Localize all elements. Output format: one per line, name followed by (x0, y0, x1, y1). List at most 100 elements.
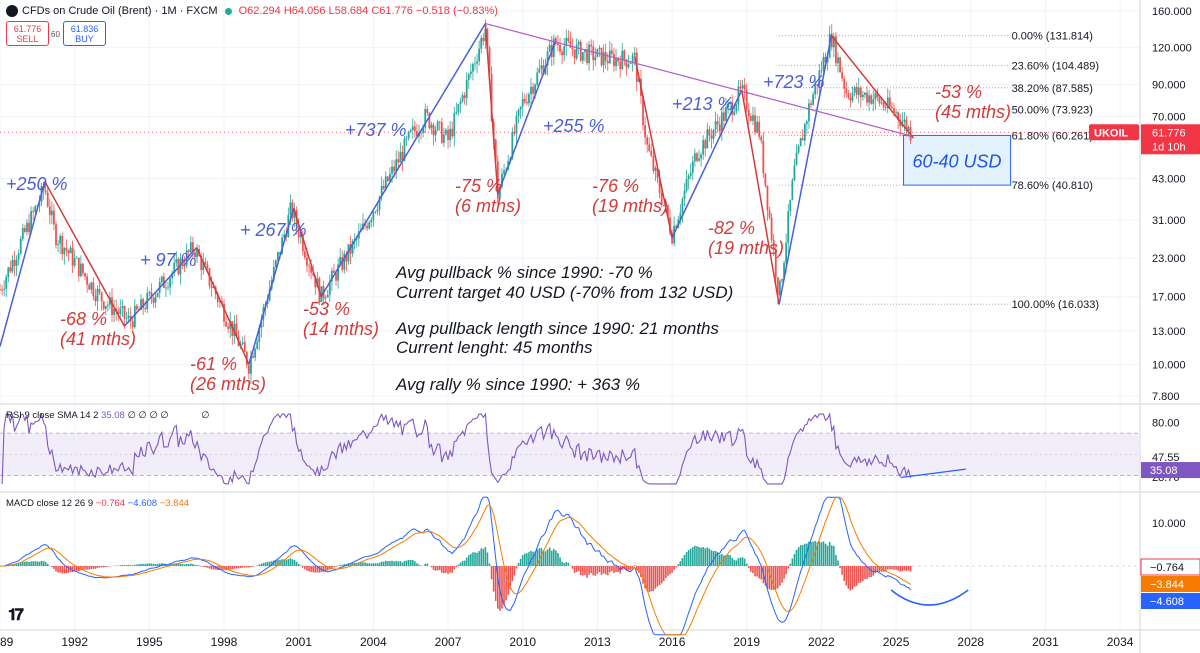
candle-body (152, 298, 155, 303)
macd-histogram-bar (760, 566, 763, 580)
macd-histogram-bar (335, 566, 337, 567)
macd-histogram-bar (546, 549, 549, 566)
candle-body (787, 211, 790, 243)
candle-body (503, 170, 505, 174)
macd-histogram-bar (150, 563, 153, 566)
candle-body (233, 323, 236, 336)
macd-histogram-bar (90, 566, 93, 569)
candle-body (762, 140, 765, 174)
candle-body (202, 261, 205, 271)
macd-histogram-bar (627, 566, 630, 571)
macd-histogram-bar (519, 558, 522, 566)
candle-body (3, 288, 6, 291)
candle-body (830, 33, 833, 48)
candle-body (378, 196, 381, 210)
candle-body (167, 287, 169, 289)
buy-button[interactable]: 61.836 BUY (63, 21, 106, 46)
macd-histogram-bar (716, 552, 719, 566)
time-axis[interactable]: 1989 1992 1995 1998 2001 2004 2007 2010 2013 2016… (0, 635, 1134, 649)
candle-body (351, 241, 354, 254)
candle-body (26, 222, 28, 232)
trendlines[interactable] (0, 22, 915, 365)
macd-histogram-bar (565, 562, 568, 566)
macd-histogram-bar (243, 566, 246, 568)
macd-histogram-bar (185, 563, 188, 566)
macd-histogram-bar (638, 566, 640, 573)
candle-body (708, 129, 711, 136)
macd-value-badge-text: −4.608 (1150, 596, 1184, 608)
candle-body (718, 124, 721, 132)
candle-body (457, 104, 460, 112)
candle-body (291, 202, 294, 218)
candle-body (50, 210, 53, 216)
candle-body (720, 112, 723, 132)
candle-body (592, 46, 595, 61)
candle-body (658, 177, 661, 193)
macd-histogram-bar (297, 564, 300, 566)
macd-histogram-bar (289, 558, 292, 566)
pullback-pct-annotation: -76 % (592, 176, 639, 196)
fibonacci-retracement[interactable]: 0.00% (131.814) 23.60% (104.489) 38.20% (8… (0, 31, 1140, 311)
rally-leg-line (248, 208, 295, 365)
fib-level-label: 50.00% (73.923) (1012, 104, 1093, 116)
macd-histogram-bar (868, 566, 870, 578)
tradingview-logo-icon[interactable]: 𝟏𝟕 (8, 607, 24, 624)
macd-value-badge (1141, 593, 1200, 609)
macd-histogram-bar (694, 545, 696, 566)
price-axis[interactable]: 160.000 120.000 90.000 70.000 43.000 31.000 23… (1089, 6, 1200, 403)
macd-histogram-bar (210, 566, 213, 570)
candle-body (816, 84, 819, 86)
candle-body (175, 259, 178, 263)
candle-body (187, 250, 190, 252)
candle-body (615, 57, 617, 67)
candle-body (739, 86, 742, 89)
candle-body (534, 84, 537, 94)
sell-button[interactable]: 61.776 SELL (6, 21, 49, 46)
candle-body (745, 89, 748, 110)
candle-body (791, 180, 794, 200)
candle-body (133, 305, 136, 328)
symbol-title[interactable]: CFDs on Crude Oil (Brent) · 1M · FXCM (22, 5, 218, 17)
macd-histogram-bar (447, 566, 449, 574)
target-zone-box[interactable]: 60-40 USD (903, 134, 1012, 186)
macd-histogram-bar (67, 566, 70, 573)
candle-body (511, 131, 514, 159)
macd-histogram-bar (22, 561, 24, 566)
macd-histogram-bar (515, 566, 518, 569)
macd-histogram-bar (592, 566, 595, 576)
candle-body (610, 50, 613, 54)
fib-level-label: 0.00% (131.814) (1012, 31, 1093, 43)
time-axis-tick: 2013 (584, 635, 611, 649)
candle-body (413, 126, 416, 132)
macd-histogram-bar (764, 566, 767, 586)
annotations[interactable]: +250 % + 97 % + 267 % +737 % +255 % +213 % +72… (6, 72, 1011, 394)
macd-histogram-bar (258, 564, 261, 566)
candle-body (486, 28, 489, 48)
macd-histogram-bar (378, 562, 381, 566)
candle-body (463, 95, 466, 98)
candle-body (258, 327, 261, 342)
time-axis-tick: 1992 (61, 635, 88, 649)
candle-body (895, 112, 897, 113)
macd-histogram-bar (826, 545, 829, 566)
macd-histogram-bar (579, 566, 582, 576)
symbol-legend[interactable]: CFDs on Crude Oil (Brent) · 1M · FXCM O6… (6, 3, 498, 19)
macd-histogram-bar (785, 566, 787, 575)
macd-histogram-bar (382, 561, 385, 566)
macd-histogram-bar (642, 566, 644, 584)
macd-pane[interactable]: 10.000−0.764−3.844−4.608 (0, 496, 1200, 636)
rsi-value: 35.08 (101, 410, 125, 421)
macd-histogram-bar (492, 566, 495, 592)
macd-histogram-bar (901, 566, 904, 572)
macd-histogram-bar (878, 566, 881, 573)
time-axis-tick: 2022 (808, 635, 835, 649)
rsi-legend[interactable]: RSI 9 close SMA 14 2 35.08 ∅ ∅ ∅ ∅ ∅ (6, 410, 209, 421)
macd-legend[interactable]: MACD close 12 26 9 −0.764 −4.608 −3.844 (6, 498, 189, 509)
macd-histogram-bar (864, 566, 866, 580)
candle-body (376, 209, 379, 212)
macd-histogram-bar (577, 566, 580, 571)
candle-body (849, 97, 852, 101)
candle-body (337, 264, 340, 281)
